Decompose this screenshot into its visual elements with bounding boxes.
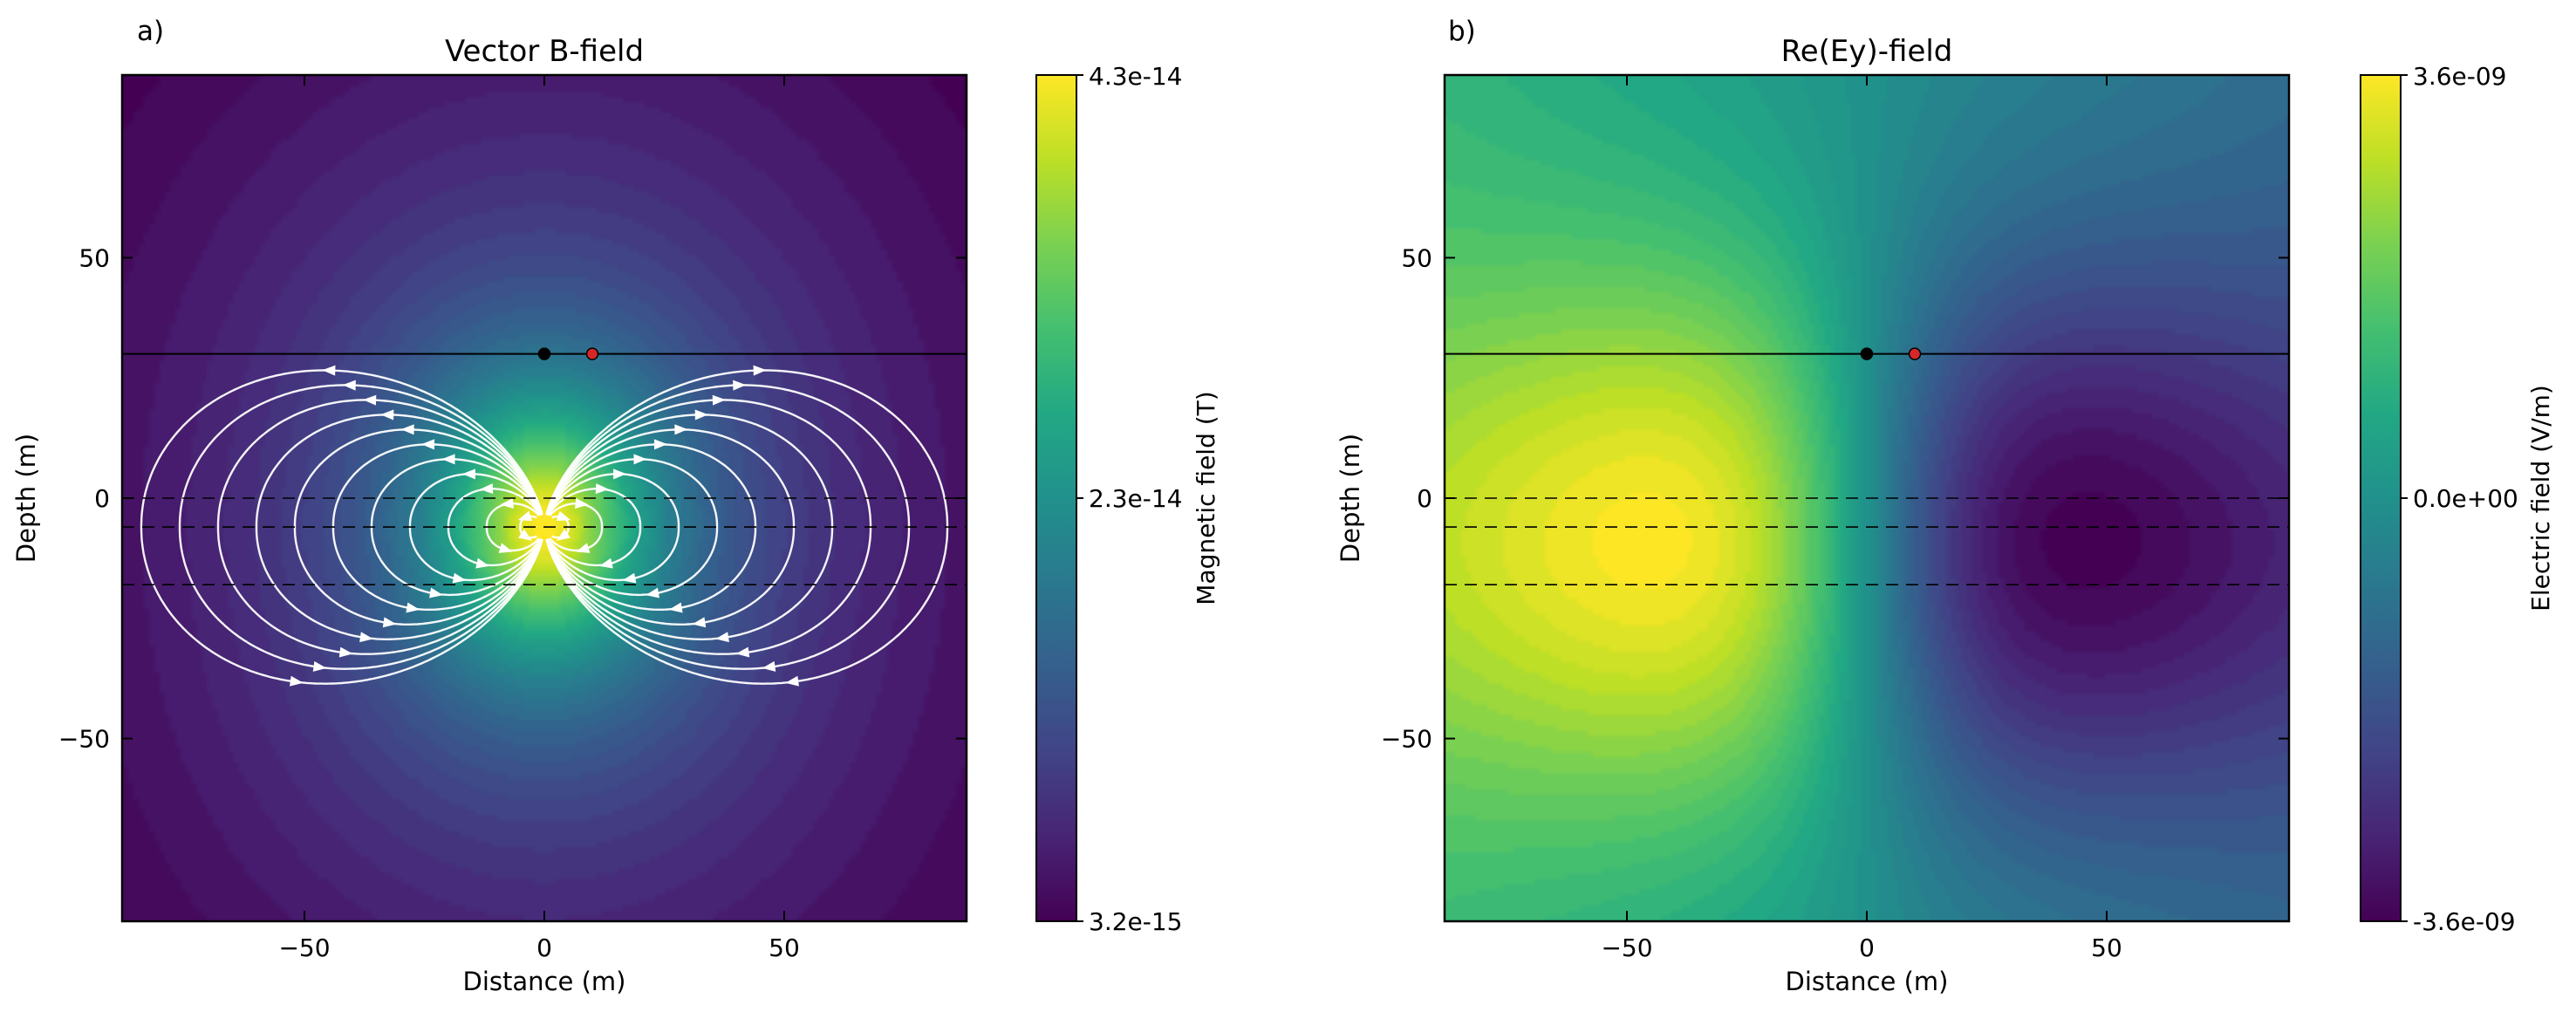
y-tick-label: 0 [94, 484, 110, 513]
panel-b-colorbar-max-label: 3.6e-09 [2413, 62, 2507, 91]
streamline-arrow [595, 483, 609, 495]
streamline-arrow [598, 557, 613, 569]
panel-a-ylabel: Depth (m) [11, 434, 41, 563]
marker-point [1860, 347, 1874, 360]
streamline [546, 458, 719, 597]
panel-a-colorbar-label: Magnetic field (T) [1192, 391, 1220, 605]
panel-b-xlabel: Distance (m) [1786, 967, 1949, 996]
streamline-arrow [715, 632, 729, 643]
panel-b-colorbar-label: Electric field (V/m) [2526, 385, 2555, 612]
panel-b-markers [1860, 347, 1922, 360]
panel-a-reference-lines [122, 352, 967, 586]
streamline-arrow [380, 409, 394, 421]
streamline-arrow [429, 587, 443, 598]
panel-b-axis-ticks: −50 0 50 −50 0 50 [1381, 75, 2289, 962]
streamline-arrow [622, 572, 637, 584]
streamline [216, 399, 543, 655]
y-tick-label: 50 [79, 243, 110, 272]
x-tick-label: 50 [2091, 933, 2122, 962]
streamline-arrow [575, 498, 589, 509]
y-tick-label: −50 [58, 725, 110, 754]
streamline-arrow [322, 365, 336, 376]
panel-a-markers [537, 347, 599, 360]
streamline-arrow [712, 394, 726, 406]
streamline-arrow [674, 424, 688, 435]
streamline-arrow [359, 632, 373, 643]
panel-b: b) Re(Ey)-field −50 0 50 −50 0 50 Distance (m… [1336, 16, 2555, 996]
panel-a-axis-ticks: −50 0 50 −50 0 50 [58, 75, 967, 962]
streamline-arrow [500, 498, 514, 509]
streamline-arrow [382, 617, 397, 628]
streamline-arrow [452, 572, 467, 584]
marker-point [585, 347, 599, 360]
streamline [255, 414, 543, 640]
streamline-arrow [406, 602, 420, 613]
streamline-arrow [421, 439, 435, 450]
panel-a-xlabel: Distance (m) [463, 967, 626, 996]
streamline-arrow [517, 510, 533, 522]
streamline-arrow [342, 380, 356, 391]
y-tick-label: 0 [1417, 484, 1432, 513]
panel-a-colorbar-mid-label: 2.3e-14 [1089, 484, 1183, 513]
streamline-arrow [613, 468, 627, 480]
streamline-arrow [762, 660, 776, 672]
streamline-arrow [785, 675, 799, 687]
panel-a-colorbar [1035, 74, 1077, 922]
panel-a-title: Vector B-field [445, 34, 644, 69]
marker-point [1908, 347, 1922, 360]
streamline-arrow [290, 675, 304, 687]
streamline [549, 503, 604, 552]
streamline-arrow [556, 529, 571, 541]
panel-b-colorbar-mid-label: 0.0e+00 [2413, 484, 2518, 513]
streamline-arrow [576, 543, 591, 553]
panel-b-label: b) [1448, 16, 1476, 47]
streamline-arrow [733, 380, 747, 391]
streamline-arrow [692, 617, 707, 628]
x-tick-label: −50 [1601, 933, 1652, 962]
y-tick-label: 50 [1401, 243, 1432, 272]
streamline-arrow [694, 409, 708, 421]
streamline-arrow [400, 424, 414, 435]
streamline-arrow [653, 439, 667, 450]
streamline [548, 488, 642, 567]
streamline-arrow [735, 646, 750, 658]
streamline-arrow [633, 454, 647, 465]
panel-b-reference-lines [1445, 352, 2289, 586]
streamline-arrow [498, 543, 513, 553]
x-tick-label: 0 [1859, 933, 1875, 962]
streamline-arrow [312, 660, 327, 672]
streamline-arrow [480, 483, 494, 495]
streamline [178, 384, 543, 670]
x-tick-label: 50 [769, 933, 800, 962]
panel-b-ylabel: Depth (m) [1336, 434, 1365, 563]
streamline-arrow [363, 394, 377, 406]
panel-a: a) Vector B-field −50 0 50 −50 0 50 Distance … [11, 16, 1220, 996]
streamline [140, 369, 543, 685]
streamline-arrow [668, 602, 683, 613]
streamline-arrow [556, 510, 571, 522]
panel-a-colorbar-max-label: 4.3e-14 [1089, 62, 1183, 91]
streamline-arrow [518, 529, 533, 541]
x-tick-label: −50 [278, 933, 330, 962]
x-tick-label: 0 [536, 933, 552, 962]
marker-point [537, 347, 551, 360]
streamline-arrow [461, 468, 475, 480]
streamline-arrow [753, 365, 767, 376]
panel-a-label: a) [137, 16, 164, 47]
panel-b-title: Re(Ey)-field [1781, 34, 1953, 69]
panel-a-colorbar-min-label: 3.2e-15 [1089, 907, 1183, 936]
panel-a-streamlines [140, 365, 949, 687]
streamline-arrow [338, 646, 353, 658]
streamline-arrow [475, 557, 490, 569]
streamline-arrow [646, 587, 659, 598]
streamline-arrow [441, 454, 455, 465]
panel-b-colorbar-min-label: -3.6e-09 [2413, 907, 2516, 936]
y-tick-label: −50 [1381, 725, 1432, 754]
streamline [546, 473, 680, 582]
panel-b-colorbar [2360, 74, 2402, 922]
